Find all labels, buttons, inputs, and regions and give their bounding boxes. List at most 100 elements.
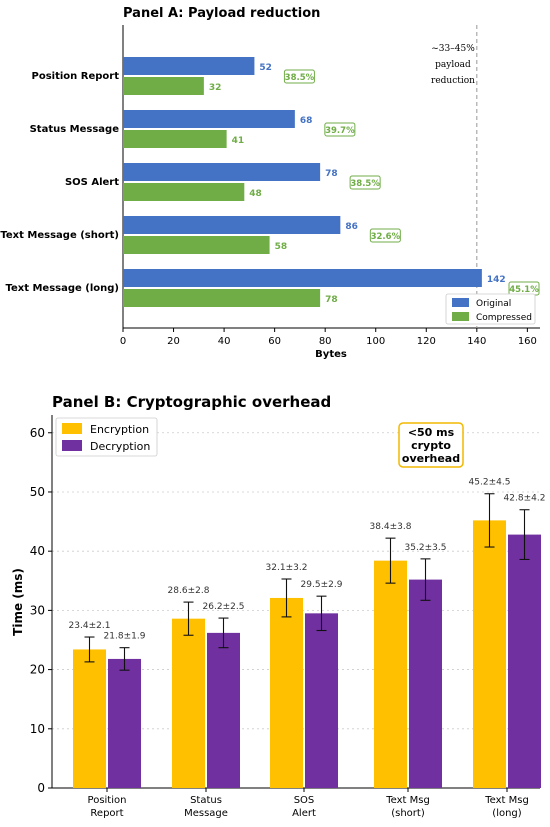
value-label-encryption: 38.4±3.8 bbox=[370, 522, 412, 532]
category-label: Status Message bbox=[30, 124, 120, 135]
value-label-decryption: 29.5±2.9 bbox=[301, 580, 343, 590]
bar-decryption bbox=[305, 613, 338, 788]
panel-b-annotation: <50 ms crypto overhead bbox=[398, 422, 464, 468]
reduction-badge-box bbox=[283, 69, 315, 84]
data-label-original: 142 bbox=[487, 275, 506, 285]
data-label-compressed: 58 bbox=[275, 242, 288, 252]
bar-encryption bbox=[73, 649, 106, 788]
data-label-original: 78 bbox=[325, 169, 338, 179]
bar-original bbox=[123, 269, 482, 287]
category-label: Text Message (short) bbox=[0, 230, 119, 241]
x-tick-label: 40 bbox=[218, 336, 231, 347]
category-label: Position Report bbox=[32, 71, 120, 82]
category-label-line-1: Text Msg bbox=[484, 795, 529, 806]
data-label-original: 52 bbox=[259, 63, 272, 73]
data-label-original: 86 bbox=[345, 222, 358, 232]
legend-label-original: Original bbox=[476, 299, 511, 309]
value-label-decryption: 42.8±4.2 bbox=[504, 494, 546, 504]
panel-a-annotation: ~33–45% payload reduction bbox=[431, 44, 475, 86]
panel-a: Panel A: Payload reduction 52 32 38.5% 68 41… bbox=[0, 6, 540, 360]
legend-swatch-encryption bbox=[62, 423, 82, 434]
category-label: SOS Alert bbox=[65, 177, 119, 188]
reduction-badge-box bbox=[349, 175, 381, 190]
x-tick-label: 20 bbox=[167, 336, 180, 347]
value-label-encryption: 28.6±2.8 bbox=[168, 586, 210, 596]
category-label-line-2: Alert bbox=[292, 808, 316, 819]
panel-b-title: Panel B: Cryptographic overhead bbox=[52, 393, 331, 411]
legend-swatch-original bbox=[452, 298, 469, 307]
bar-encryption bbox=[172, 618, 205, 788]
panel-b: Panel B: Cryptographic overhead 0 10 20 30 4… bbox=[11, 393, 545, 819]
legend-label-compressed: Compressed bbox=[476, 313, 532, 323]
value-label-encryption: 32.1±3.2 bbox=[266, 563, 308, 573]
reduction-badge: 39.7% bbox=[325, 126, 355, 136]
annotation-line-3: reduction bbox=[431, 76, 475, 86]
x-tick-label: 60 bbox=[268, 336, 281, 347]
annotation-line-1: ~33–45% bbox=[431, 44, 475, 54]
bar-compressed bbox=[123, 130, 227, 148]
y-tick-label: 0 bbox=[37, 781, 45, 795]
bar-decryption bbox=[207, 632, 240, 788]
x-tick-label: 100 bbox=[366, 336, 385, 347]
bar-decryption bbox=[409, 579, 442, 788]
legend-label-decryption: Decryption bbox=[90, 440, 150, 453]
bar-compressed bbox=[123, 77, 204, 95]
bar-original bbox=[123, 216, 341, 234]
value-label-decryption: 26.2±2.5 bbox=[203, 602, 245, 612]
bar-compressed bbox=[123, 183, 245, 201]
bar-original bbox=[123, 57, 255, 75]
annotation-line-1: <50 ms bbox=[408, 426, 455, 439]
reduction-badge-box bbox=[324, 122, 356, 137]
y-tick-label: 40 bbox=[30, 544, 45, 558]
x-tick-label: 120 bbox=[417, 336, 436, 347]
data-label-compressed: 41 bbox=[232, 136, 245, 146]
x-tick-label: 160 bbox=[518, 336, 537, 347]
bar-encryption bbox=[473, 520, 506, 788]
legend-swatch-compressed bbox=[452, 312, 469, 321]
reduction-badge: 38.5% bbox=[285, 73, 315, 83]
category-label-line-2: Report bbox=[90, 808, 123, 819]
reduction-badge: 32.6% bbox=[371, 232, 401, 242]
bar-encryption bbox=[270, 597, 303, 788]
data-label-compressed: 78 bbox=[325, 295, 338, 305]
category-label-line-1: SOS bbox=[294, 795, 315, 806]
panel-b-legend: Encryption Decryption bbox=[55, 417, 158, 457]
legend-swatch-decryption bbox=[62, 440, 82, 451]
category-label-line-1: Position bbox=[88, 795, 127, 806]
x-tick-label: 0 bbox=[120, 336, 126, 347]
annotation-line-3: overhead bbox=[402, 452, 460, 465]
x-tick-label: 80 bbox=[319, 336, 332, 347]
y-tick-label: 60 bbox=[30, 426, 45, 440]
panel-a-x-label: Bytes bbox=[315, 349, 347, 360]
value-label-encryption: 23.4±2.1 bbox=[69, 621, 111, 631]
value-label-decryption: 35.2±3.5 bbox=[405, 543, 447, 553]
panel-a-title: Panel A: Payload reduction bbox=[123, 6, 320, 21]
bar-decryption bbox=[108, 658, 141, 788]
category-label: Text Message (long) bbox=[5, 283, 119, 294]
bar-decryption bbox=[508, 534, 541, 788]
y-tick-label: 10 bbox=[30, 722, 45, 736]
category-label-line-2: Message bbox=[184, 808, 228, 819]
data-label-original: 68 bbox=[300, 116, 313, 126]
data-label-compressed: 32 bbox=[209, 83, 222, 93]
category-label-line-1: Text Msg bbox=[385, 795, 430, 806]
bar-compressed bbox=[123, 236, 270, 254]
annotation-box bbox=[398, 422, 464, 468]
y-tick-label: 50 bbox=[30, 485, 45, 499]
reduction-badge-box bbox=[369, 228, 401, 243]
bar-compressed bbox=[123, 289, 321, 307]
x-tick-label: 140 bbox=[467, 336, 486, 347]
panel-a-legend: Original Compressed bbox=[445, 293, 536, 325]
y-tick-label: 20 bbox=[30, 663, 45, 677]
reduction-badge: 38.5% bbox=[350, 179, 380, 189]
value-label-decryption: 21.8±1.9 bbox=[104, 632, 146, 642]
category-label-line-1: Status bbox=[190, 795, 222, 806]
bar-original bbox=[123, 163, 321, 181]
category-label-line-2: (long) bbox=[492, 808, 521, 819]
bar-encryption bbox=[374, 560, 407, 788]
panel-b-y-label: Time (ms) bbox=[11, 568, 25, 636]
category-label-line-2: (short) bbox=[391, 808, 425, 819]
data-label-compressed: 48 bbox=[249, 189, 262, 199]
annotation-line-2: crypto bbox=[411, 439, 451, 452]
